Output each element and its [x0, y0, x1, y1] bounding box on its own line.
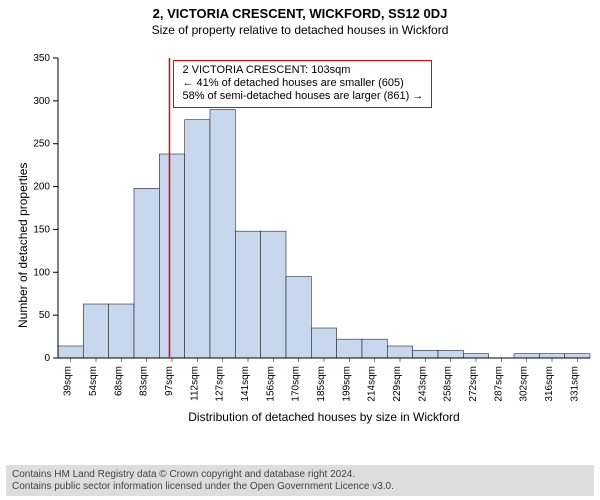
bar — [463, 354, 488, 358]
x-axis-label: Distribution of detached houses by size … — [58, 410, 590, 424]
svg-text:112sqm: 112sqm — [189, 366, 200, 401]
footer-line-2: Contains public sector information licen… — [12, 481, 588, 493]
svg-text:350: 350 — [33, 53, 50, 64]
svg-text:170sqm: 170sqm — [291, 366, 302, 402]
svg-text:229sqm: 229sqm — [392, 366, 403, 402]
callout-line-3: 58% of semi-detached houses are larger (… — [182, 90, 423, 103]
svg-text:97sqm: 97sqm — [164, 366, 175, 396]
svg-text:100: 100 — [33, 267, 50, 278]
svg-text:0: 0 — [44, 353, 50, 364]
bar — [286, 277, 311, 358]
bar — [134, 188, 159, 358]
bar — [565, 354, 590, 358]
bar — [58, 346, 83, 358]
svg-text:150: 150 — [33, 224, 50, 235]
svg-text:54sqm: 54sqm — [88, 366, 99, 396]
svg-text:156sqm: 156sqm — [265, 366, 276, 402]
chart-container: 0 50 100 150 200 250 300 350 39sqm 54sqm 68sqm 83sq… — [0, 48, 600, 448]
svg-text:300: 300 — [33, 96, 50, 107]
bar — [159, 154, 184, 358]
bar — [83, 304, 108, 358]
bar — [109, 304, 134, 358]
attribution-footer: Contains HM Land Registry data © Crown c… — [6, 465, 594, 496]
bar — [539, 354, 564, 358]
bar — [438, 350, 463, 358]
page-title: 2, VICTORIA CRESCENT, WICKFORD, SS12 0DJ — [0, 0, 600, 21]
bar — [311, 328, 336, 358]
svg-text:199sqm: 199sqm — [341, 366, 352, 402]
callout-line-1: 2 VICTORIA CRESCENT: 103sqm — [182, 64, 423, 77]
svg-text:200: 200 — [33, 182, 50, 193]
svg-text:39sqm: 39sqm — [63, 366, 74, 396]
bar — [235, 231, 260, 358]
svg-text:50: 50 — [39, 310, 51, 321]
bar — [413, 350, 438, 358]
svg-text:243sqm: 243sqm — [417, 366, 428, 402]
bar — [362, 339, 387, 358]
bar — [387, 346, 412, 358]
page-root: 2, VICTORIA CRESCENT, WICKFORD, SS12 0DJ… — [0, 0, 600, 500]
svg-text:272sqm: 272sqm — [468, 366, 479, 402]
page-subtitle: Size of property relative to detached ho… — [0, 23, 600, 37]
svg-text:185sqm: 185sqm — [316, 366, 327, 402]
footer-line-1: Contains HM Land Registry data © Crown c… — [12, 469, 588, 481]
svg-text:287sqm: 287sqm — [493, 366, 504, 402]
svg-text:258sqm: 258sqm — [443, 366, 454, 402]
bar — [261, 231, 286, 358]
bar — [210, 109, 235, 358]
callout-line-2: ← 41% of detached houses are smaller (60… — [182, 77, 423, 90]
svg-text:331sqm: 331sqm — [569, 366, 580, 402]
property-callout: 2 VICTORIA CRESCENT: 103sqm ← 41% of det… — [173, 60, 432, 108]
svg-text:214sqm: 214sqm — [367, 366, 378, 402]
svg-text:127sqm: 127sqm — [215, 366, 226, 402]
svg-text:302sqm: 302sqm — [519, 366, 530, 402]
svg-text:250: 250 — [33, 139, 50, 150]
bar — [337, 339, 362, 358]
bar — [514, 354, 539, 358]
bar — [185, 120, 210, 358]
svg-text:316sqm: 316sqm — [544, 366, 555, 402]
svg-text:83sqm: 83sqm — [139, 366, 150, 396]
y-axis-label: Number of detached properties — [16, 163, 30, 328]
svg-text:68sqm: 68sqm — [113, 366, 124, 396]
svg-text:141sqm: 141sqm — [240, 366, 251, 402]
